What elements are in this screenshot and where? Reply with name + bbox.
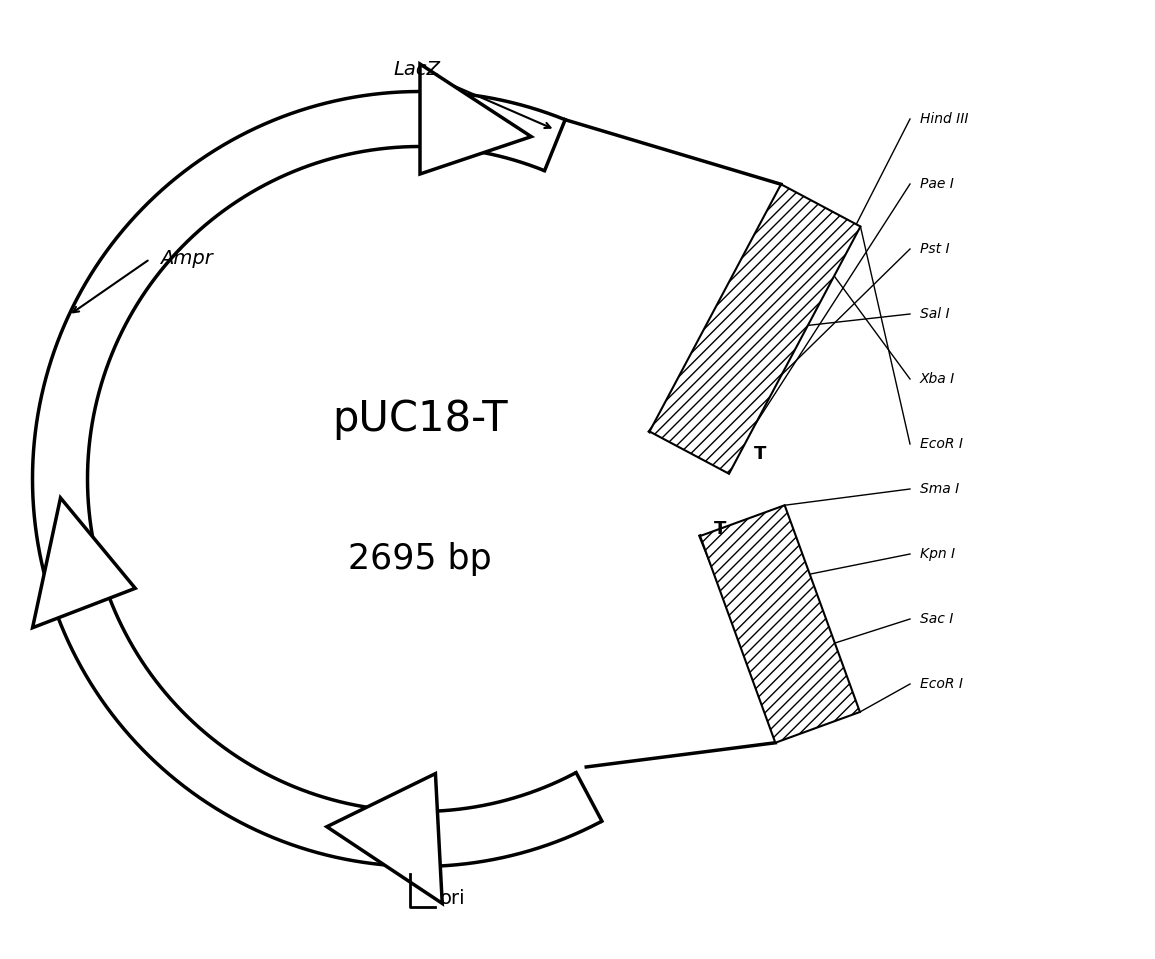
Text: Sal I: Sal I [921,307,949,321]
Text: Xba I: Xba I [921,372,955,386]
Polygon shape [420,64,531,174]
Text: Pae I: Pae I [921,177,954,191]
Text: LacZ: LacZ [393,60,440,79]
Polygon shape [32,498,135,628]
Polygon shape [327,774,442,903]
Text: pUC18-T: pUC18-T [333,398,508,440]
Text: Ampr: Ampr [161,249,213,269]
Text: ori: ori [440,890,465,908]
Text: Kpn I: Kpn I [921,547,955,561]
Text: T: T [754,445,766,463]
Text: EcoR I: EcoR I [921,437,963,451]
Text: Sac I: Sac I [921,612,953,626]
Text: Sma I: Sma I [921,482,960,496]
Text: 2695 bp: 2695 bp [348,542,492,576]
Text: Pst I: Pst I [921,242,949,256]
Polygon shape [700,505,860,743]
Text: EcoR I: EcoR I [921,677,963,691]
Polygon shape [649,184,860,474]
Text: Hind III: Hind III [921,112,969,126]
Text: T: T [714,520,726,538]
Polygon shape [32,91,602,867]
